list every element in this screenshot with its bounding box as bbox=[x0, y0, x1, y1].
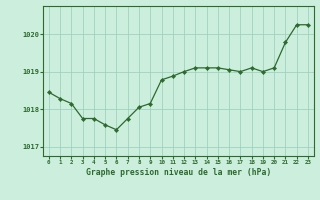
X-axis label: Graphe pression niveau de la mer (hPa): Graphe pression niveau de la mer (hPa) bbox=[86, 168, 271, 177]
